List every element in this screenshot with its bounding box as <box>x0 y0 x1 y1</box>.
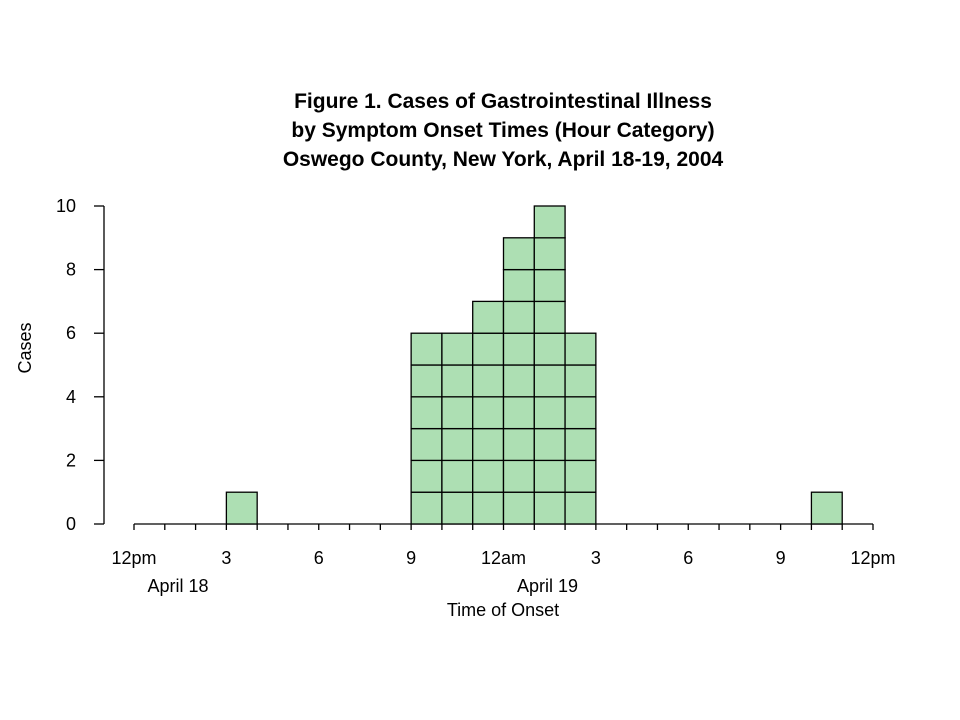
case-cell <box>533 459 566 493</box>
case-cell <box>502 491 535 525</box>
case-cell <box>502 268 535 303</box>
x-axis-label: Time of Onset <box>447 600 559 620</box>
case-cell <box>502 427 535 462</box>
case-cell <box>533 300 566 334</box>
case-cell <box>502 237 535 271</box>
title-line-1: Figure 1. Cases of Gastrointestinal Illn… <box>294 90 712 113</box>
x-tick-label: 6 <box>683 548 693 568</box>
case-cell <box>410 459 443 493</box>
y-axis-label: Cases <box>15 322 35 373</box>
x-tick-label: 3 <box>221 548 231 568</box>
y-tick-label: 0 <box>66 514 76 534</box>
case-cell <box>564 332 597 366</box>
y-tick-label: 8 <box>66 260 76 280</box>
chart-title: Figure 1. Cases of Gastrointestinal Illn… <box>283 90 724 171</box>
case-cell <box>472 427 505 462</box>
x-tick-label: 12pm <box>111 548 156 568</box>
y-tick-label: 10 <box>56 196 76 216</box>
y-tick-label: 2 <box>66 450 76 470</box>
y-tick-label: 4 <box>66 387 76 407</box>
case-cell <box>533 205 566 239</box>
case-cell <box>502 364 535 398</box>
x-tick-label: 9 <box>776 548 786 568</box>
case-cell <box>441 459 474 493</box>
case-cell <box>472 491 505 525</box>
x-tick-label: 9 <box>406 548 416 568</box>
case-cell <box>441 396 474 430</box>
case-cell <box>564 396 597 430</box>
case-cell <box>441 332 474 366</box>
case-cell <box>502 332 535 366</box>
case-cell <box>441 427 474 462</box>
case-cell <box>472 332 505 366</box>
case-cell <box>472 364 505 398</box>
x-axis: 12pm 3 6 9 12am 3 6 9 12pm April 18 April 19 <box>111 523 896 596</box>
case-cell <box>410 427 443 462</box>
case-cell <box>533 237 566 271</box>
case-cell <box>564 427 597 462</box>
case-cell <box>533 364 566 398</box>
title-line-3: Oswego County, New York, April 18-19, 20… <box>283 148 724 171</box>
case-cell <box>410 491 443 525</box>
case-cell <box>533 268 566 303</box>
y-axis: 0 2 4 6 8 10 <box>56 196 105 534</box>
case-cell <box>564 491 597 525</box>
y-tick-label: 6 <box>66 323 76 343</box>
x-tick-label: 6 <box>314 548 324 568</box>
case-cell <box>502 300 535 334</box>
title-line-2: by Symptom Onset Times (Hour Category) <box>291 119 714 142</box>
case-cell <box>410 332 443 366</box>
case-cell <box>410 396 443 430</box>
case-cell <box>533 396 566 430</box>
case-bars <box>225 205 843 525</box>
case-cell <box>472 459 505 493</box>
case-cell <box>564 459 597 493</box>
case-cell <box>564 364 597 398</box>
case-cell <box>533 491 566 525</box>
case-cell <box>225 491 258 525</box>
case-cell <box>441 364 474 398</box>
x-tick-label: 3 <box>591 548 601 568</box>
case-cell <box>502 396 535 430</box>
x-tick-label: 12pm <box>850 548 895 568</box>
case-cell <box>810 491 843 525</box>
case-cell <box>410 364 443 398</box>
case-cell <box>472 300 505 334</box>
case-cell <box>502 459 535 493</box>
case-cell <box>441 491 474 525</box>
case-cell <box>472 396 505 430</box>
x-date-label: April 19 <box>517 576 578 596</box>
x-tick-label: 12am <box>481 548 526 568</box>
case-cell <box>533 332 566 366</box>
x-date-label: April 18 <box>147 576 208 596</box>
case-cell <box>533 427 566 462</box>
